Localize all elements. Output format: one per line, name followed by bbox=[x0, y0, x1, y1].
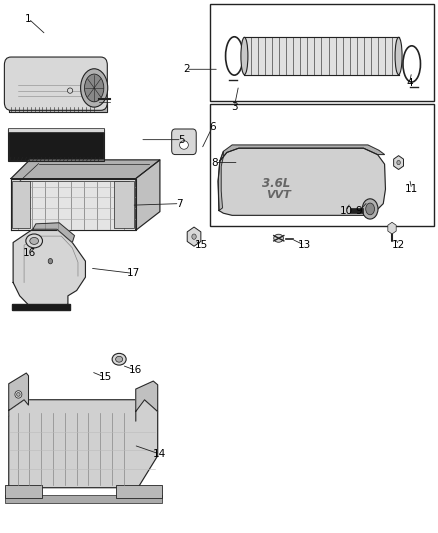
Ellipse shape bbox=[67, 88, 73, 93]
Ellipse shape bbox=[112, 353, 126, 365]
Bar bbox=[8, 129, 104, 161]
Text: 5: 5 bbox=[178, 135, 185, 144]
Polygon shape bbox=[218, 148, 385, 215]
Bar bbox=[8, 128, 104, 132]
Bar bbox=[210, 104, 434, 226]
Polygon shape bbox=[12, 304, 70, 310]
Polygon shape bbox=[13, 229, 85, 310]
Polygon shape bbox=[9, 102, 107, 112]
Polygon shape bbox=[33, 223, 74, 243]
Text: 1: 1 bbox=[25, 14, 32, 23]
Text: 16: 16 bbox=[129, 366, 142, 375]
Text: 3.6L: 3.6L bbox=[262, 177, 290, 190]
Polygon shape bbox=[244, 37, 399, 75]
Polygon shape bbox=[11, 160, 160, 179]
Text: 15: 15 bbox=[195, 240, 208, 250]
Text: 10: 10 bbox=[339, 206, 353, 216]
Text: 13: 13 bbox=[298, 240, 311, 250]
Bar bbox=[116, 485, 162, 498]
Ellipse shape bbox=[362, 199, 378, 219]
Text: 11: 11 bbox=[405, 184, 418, 194]
Ellipse shape bbox=[30, 238, 39, 244]
Bar bbox=[9, 131, 103, 160]
Bar bbox=[114, 181, 134, 228]
Ellipse shape bbox=[192, 234, 196, 239]
Ellipse shape bbox=[397, 160, 400, 165]
Ellipse shape bbox=[26, 234, 42, 248]
Ellipse shape bbox=[48, 259, 53, 264]
Ellipse shape bbox=[81, 69, 108, 107]
Text: 16: 16 bbox=[23, 248, 36, 257]
Text: 15: 15 bbox=[99, 373, 112, 382]
Text: 17: 17 bbox=[127, 269, 140, 278]
Polygon shape bbox=[9, 373, 28, 416]
Ellipse shape bbox=[395, 37, 402, 75]
Bar bbox=[350, 208, 363, 213]
Polygon shape bbox=[11, 179, 136, 230]
Bar bbox=[210, 4, 434, 101]
Text: VVT: VVT bbox=[266, 190, 290, 199]
Polygon shape bbox=[136, 381, 158, 421]
Ellipse shape bbox=[366, 203, 374, 215]
Text: 12: 12 bbox=[392, 240, 405, 250]
Ellipse shape bbox=[17, 392, 20, 397]
Ellipse shape bbox=[116, 356, 123, 362]
Polygon shape bbox=[136, 160, 160, 230]
Text: 8: 8 bbox=[211, 158, 218, 167]
Bar bbox=[5, 485, 42, 498]
Polygon shape bbox=[218, 151, 223, 211]
Ellipse shape bbox=[274, 235, 283, 242]
Text: 7: 7 bbox=[176, 199, 183, 208]
Bar bbox=[5, 495, 162, 503]
Ellipse shape bbox=[15, 391, 22, 398]
Text: 14: 14 bbox=[153, 449, 166, 459]
FancyBboxPatch shape bbox=[172, 129, 196, 155]
Text: 2: 2 bbox=[183, 64, 190, 74]
Text: 9: 9 bbox=[356, 206, 363, 216]
Polygon shape bbox=[220, 145, 385, 161]
Ellipse shape bbox=[241, 37, 248, 75]
Text: 6: 6 bbox=[209, 122, 216, 132]
Text: 3: 3 bbox=[231, 102, 238, 111]
Bar bbox=[12, 181, 30, 228]
Text: 4: 4 bbox=[406, 78, 413, 87]
Ellipse shape bbox=[85, 74, 104, 102]
Polygon shape bbox=[9, 400, 158, 488]
FancyBboxPatch shape bbox=[4, 57, 107, 110]
Ellipse shape bbox=[180, 141, 188, 149]
